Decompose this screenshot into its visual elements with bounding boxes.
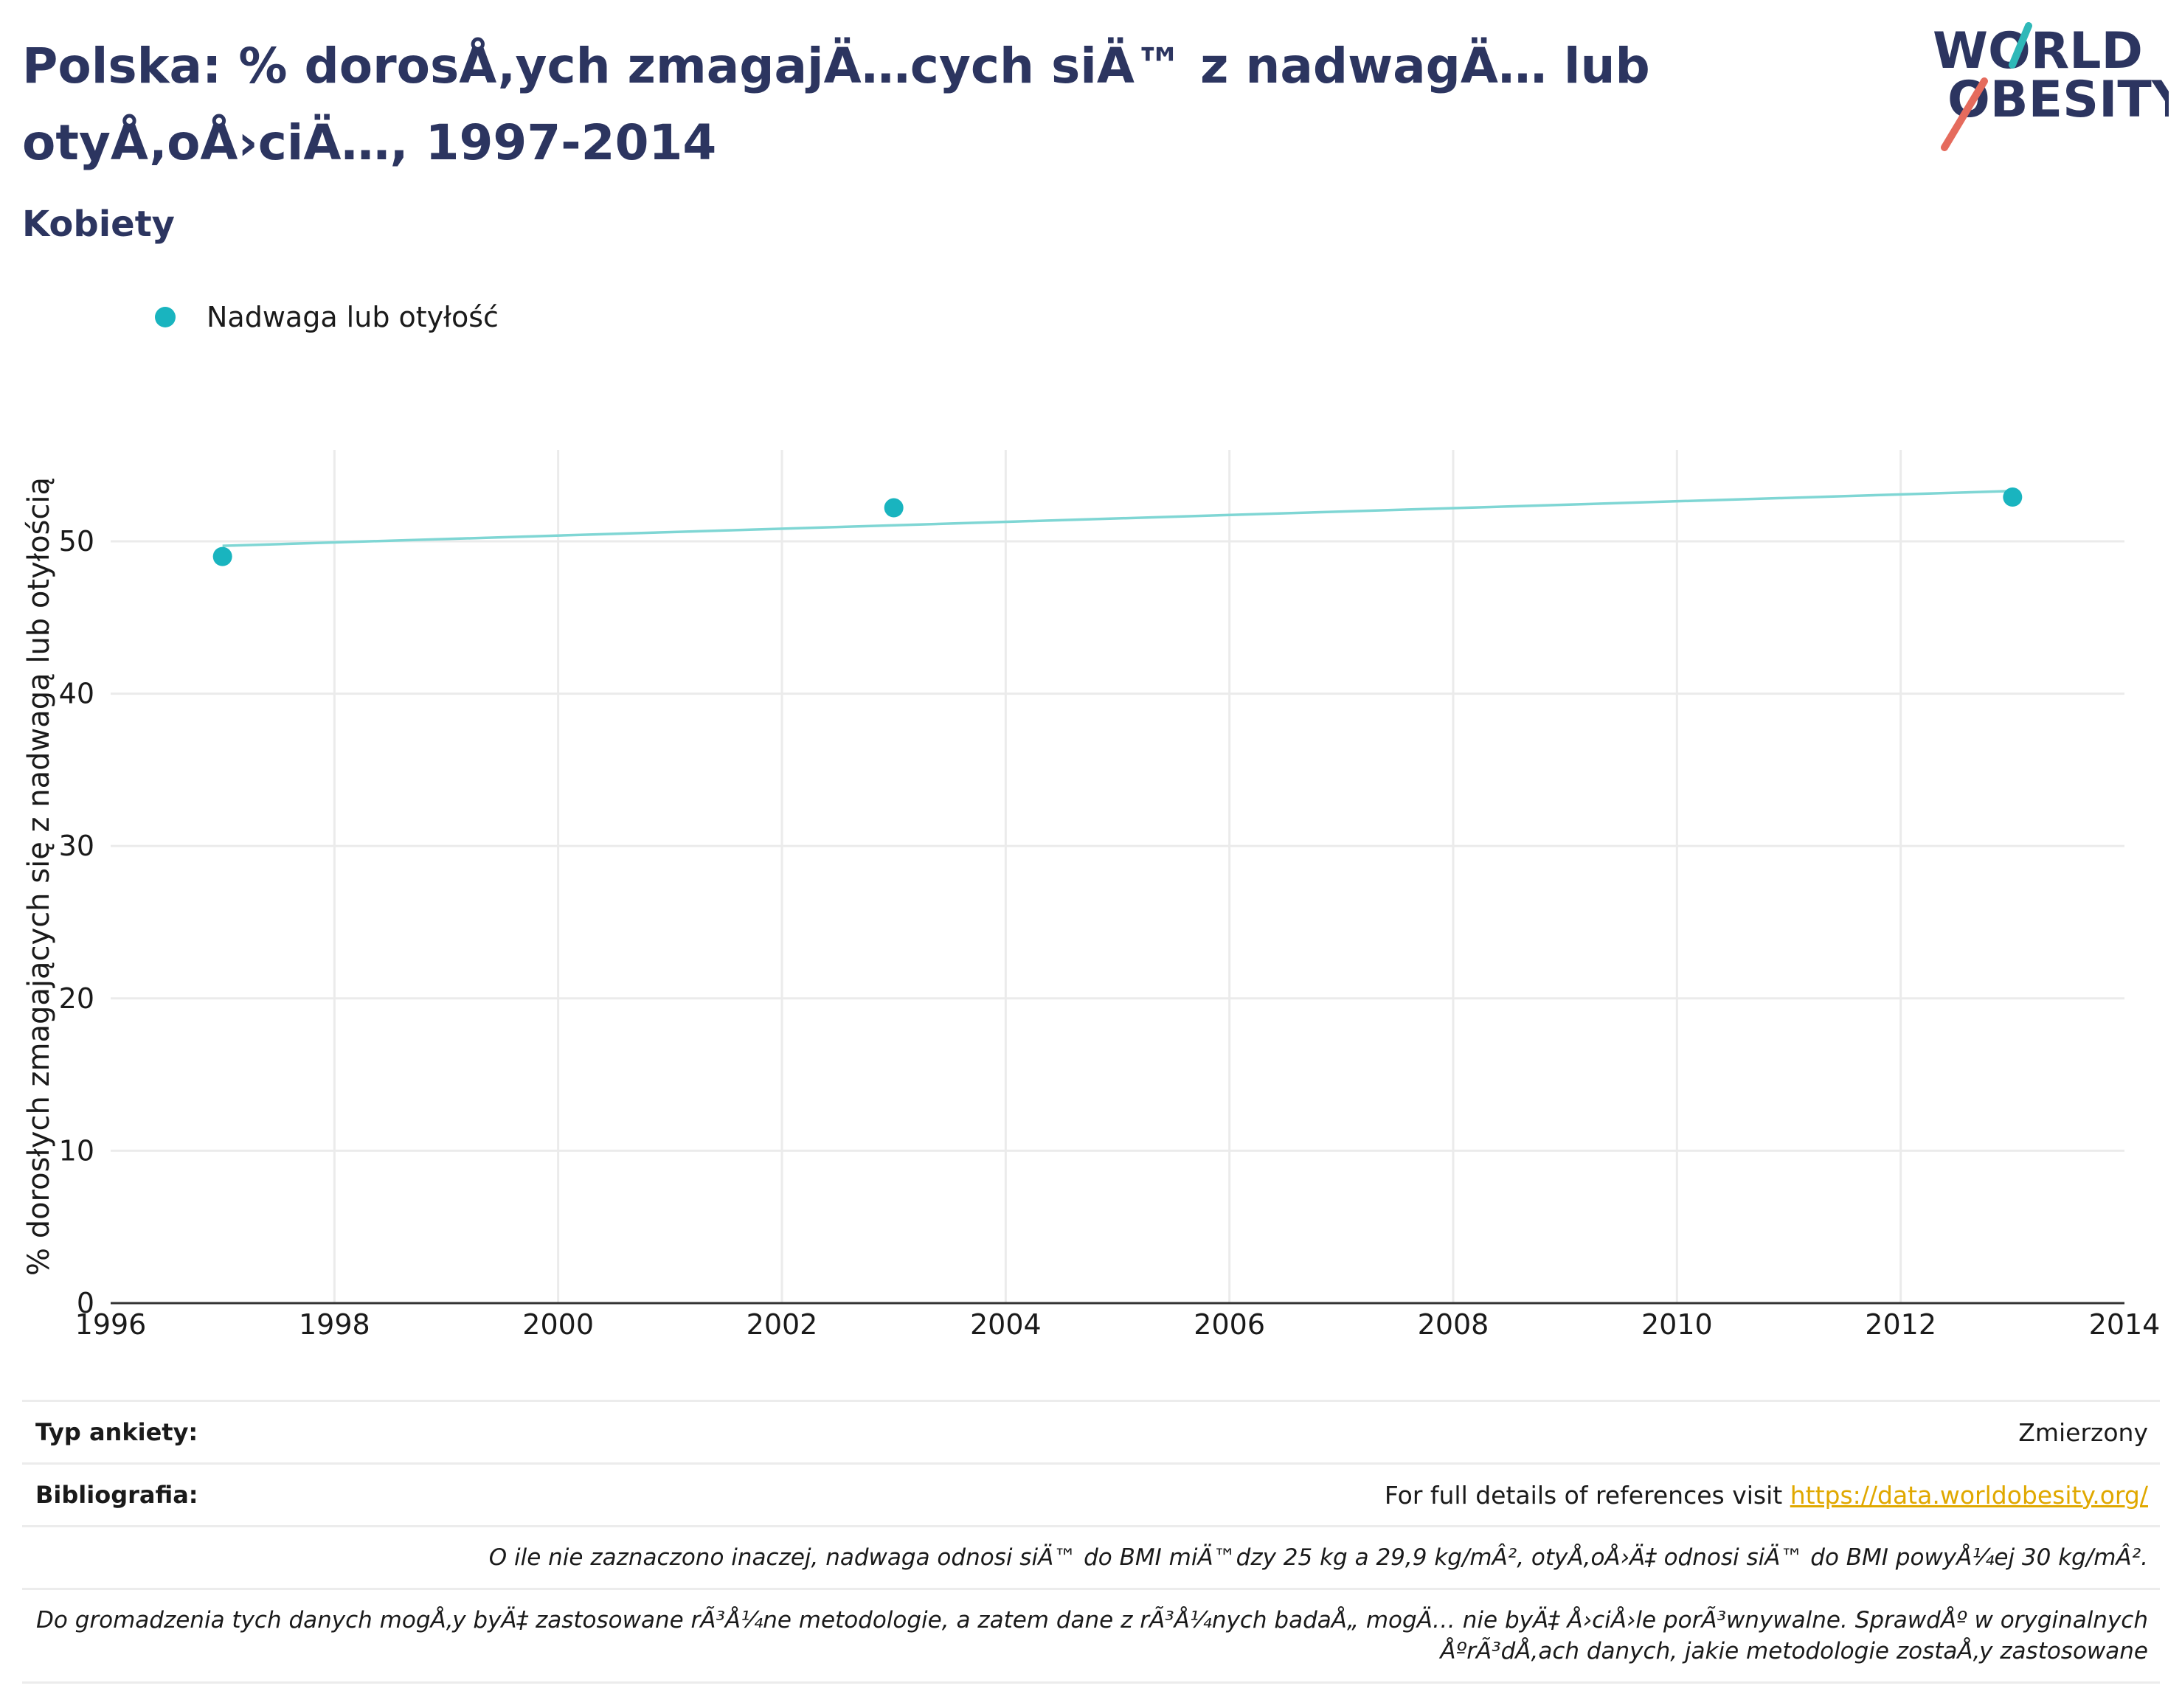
bibliography-label: Bibliografia: [35, 1481, 198, 1509]
data-points [212, 487, 2023, 566]
y-tick-label: 20 [59, 982, 94, 1015]
y-tick-label: 0 [77, 1287, 94, 1319]
y-tick-label: 10 [59, 1134, 94, 1167]
data-point [212, 546, 232, 566]
world-obesity-logo: WORLD OBESITY [1933, 22, 2169, 151]
y-axis-title: % dorosłych zmagających się z nadwagą lu… [22, 477, 56, 1276]
y-tick-label: 50 [59, 525, 94, 558]
x-tick-label: 2004 [970, 1308, 1042, 1341]
info-table: Typ ankiety: Zmierzony Bibliografia: For… [22, 1400, 2160, 1684]
x-tick-label: 2000 [522, 1308, 594, 1341]
trendline-group [222, 490, 2013, 547]
x-tick-label: 2006 [1194, 1308, 1265, 1341]
bibliography-row: Bibliografia: For full details of refere… [22, 1465, 2160, 1527]
logo-coral-slash [1941, 77, 1988, 151]
note-methodology-row: Do gromadzenia tych danych mogÅ‚y byÄ‡ z… [22, 1590, 2160, 1681]
chart-area: 1996 1998 2000 2002 2004 2006 2008 2010 2012 2014… [22, 450, 2161, 1341]
logo-line-2: OBESITY [1947, 71, 2169, 129]
axes: 1996 1998 2000 2002 2004 2006 2008 2010 2012 2014… [59, 525, 2161, 1341]
survey-type-row: Typ ankiety: Zmierzony [22, 1400, 2160, 1465]
x-tick-label: 2012 [1865, 1308, 1936, 1341]
note-methodology: Do gromadzenia tych danych mogÅ‚y byÄ‡ z… [36, 1607, 2148, 1664]
logo-line-1: WORLD [1933, 22, 2143, 80]
data-point [884, 498, 904, 518]
gridlines [111, 450, 2124, 1303]
logo-teal-slash [2009, 22, 2032, 69]
x-tick-label: 1998 [299, 1308, 370, 1341]
chart-subtitle: Kobiety [22, 204, 175, 245]
note-definition-row: O ile nie zaznaczono inaczej, nadwaga od… [22, 1527, 2160, 1590]
x-tick-label: 2010 [1641, 1308, 1713, 1341]
survey-type-value: Zmierzony [2018, 1417, 2148, 1447]
bibliography-link[interactable]: https://data.worldobesity.org/ [1790, 1480, 2148, 1510]
x-tick-label: 1996 [75, 1308, 147, 1341]
bibliography-value: For full details of references visit htt… [1385, 1481, 2148, 1510]
bibliography-text: For full details of references visit [1384, 1480, 1790, 1510]
legend-marker [155, 307, 176, 327]
chart-title: Polska: % dorosÅ‚ych zmagajÄ…cych siÄ™ z… [22, 38, 1650, 171]
legend-label: Nadwaga lub otyłość [207, 301, 499, 333]
legend: Nadwaga lub otyłość [155, 295, 499, 339]
y-tick-label: 30 [59, 830, 94, 862]
trendline [222, 490, 2013, 547]
y-tick-label: 40 [59, 678, 94, 710]
note-definition: O ile nie zaznaczono inaczej, nadwaga od… [488, 1544, 2148, 1571]
survey-type-label: Typ ankiety: [35, 1418, 198, 1446]
x-tick-label: 2002 [747, 1308, 818, 1341]
data-point [2003, 487, 2023, 507]
x-tick-label: 2014 [2089, 1308, 2161, 1341]
x-tick-label: 2008 [1418, 1308, 1489, 1341]
